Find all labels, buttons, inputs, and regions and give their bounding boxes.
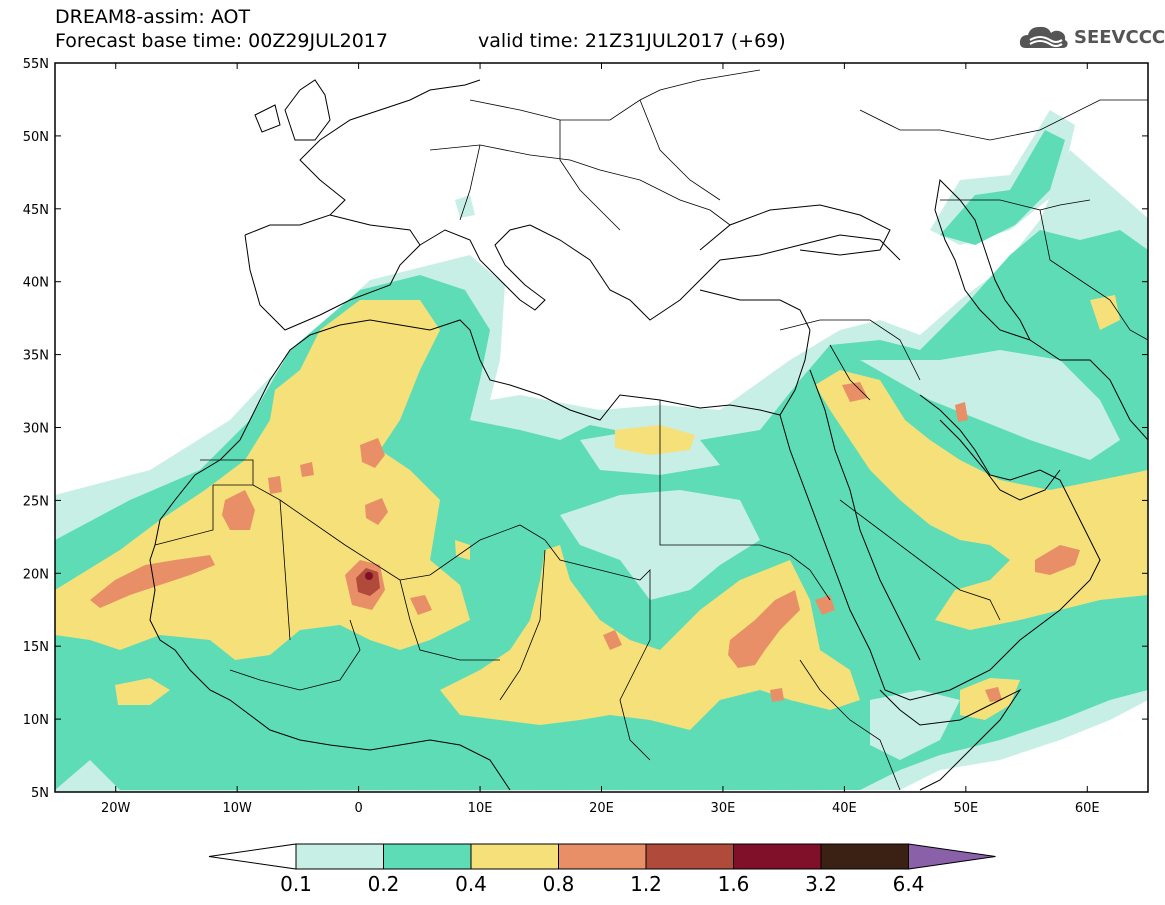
lon-label-30E: 30E [711, 801, 736, 816]
lat-label-5N: 5N [31, 786, 49, 801]
latitude-labels: 55N 50N 45N 40N 35N 30N 25N 20N 15N 10N 5N [23, 57, 49, 801]
lon-label-20W: 20W [101, 801, 131, 816]
lon-label-20E: 20E [589, 801, 614, 816]
seevccc-logo: SEEVCCC [1018, 22, 1165, 52]
colorbar [208, 843, 996, 870]
lat-label-40N: 40N [23, 276, 49, 291]
lon-label-10W: 10W [222, 801, 252, 816]
lat-label-25N: 25N [23, 494, 49, 509]
colorbar-box [558, 843, 647, 870]
forecast-base-time: Forecast base time: 00Z29JUL2017 [55, 30, 388, 52]
cloud-icon [1019, 26, 1068, 48]
colorbar-label-3.2: 3.2 [805, 872, 837, 896]
lon-label-40E: 40E [832, 801, 857, 816]
colorbar-box [645, 843, 734, 870]
lon-label-10E: 10E [468, 801, 493, 816]
colorbar-label-0.1: 0.1 [280, 872, 312, 896]
axis-ticks [55, 62, 1148, 793]
longitude-labels: 20W 10W 0 10E 20E 30E 40E 50E 60E [101, 801, 1100, 816]
lat-label-20N: 20N [23, 567, 49, 582]
lat-label-50N: 50N [23, 130, 49, 145]
colorbar-box [383, 843, 472, 870]
country-borders [154, 69, 1148, 791]
colorbar-min-arrow [208, 843, 297, 870]
lon-label-60E: 60E [1075, 801, 1100, 816]
aot-level-1.2 [356, 568, 380, 596]
aot-field [55, 69, 1148, 792]
lat-label-10N: 10N [23, 713, 49, 728]
colorbar-label-1.2: 1.2 [630, 872, 662, 896]
colorbar-label-6.4: 6.4 [893, 872, 925, 896]
colorbar-label-0.8: 0.8 [543, 872, 575, 896]
colorbar-box [820, 843, 909, 870]
lat-label-55N: 55N [23, 57, 49, 72]
coastlines [149, 79, 1148, 791]
lon-label-50E: 50E [953, 801, 978, 816]
lon-label-0: 0 [354, 801, 362, 816]
colorbar-box [733, 843, 822, 870]
colorbar-label-1.6: 1.6 [718, 872, 750, 896]
lat-label-30N: 30N [23, 422, 49, 437]
colorbar-label-0.2: 0.2 [368, 872, 400, 896]
colorbar-label-0.4: 0.4 [455, 872, 487, 896]
colorbar-labels: 0.1 0.2 0.4 0.8 1.2 1.6 3.2 6.4 [280, 872, 924, 896]
lat-label-35N: 35N [23, 349, 49, 364]
logo-text: SEEVCCC [1074, 26, 1165, 48]
colorbar-box [295, 843, 384, 870]
map-title: DREAM8-assim: AOT [55, 6, 251, 28]
colorbar-max-arrow [908, 843, 996, 870]
aot-level-0.8 [90, 382, 1080, 702]
lat-label-45N: 45N [23, 203, 49, 218]
colorbar-box [470, 843, 559, 870]
lat-label-15N: 15N [23, 640, 49, 655]
valid-time: valid time: 21Z31JUL2017 (+69) [478, 30, 786, 52]
aot-level-1.6 [365, 572, 373, 580]
